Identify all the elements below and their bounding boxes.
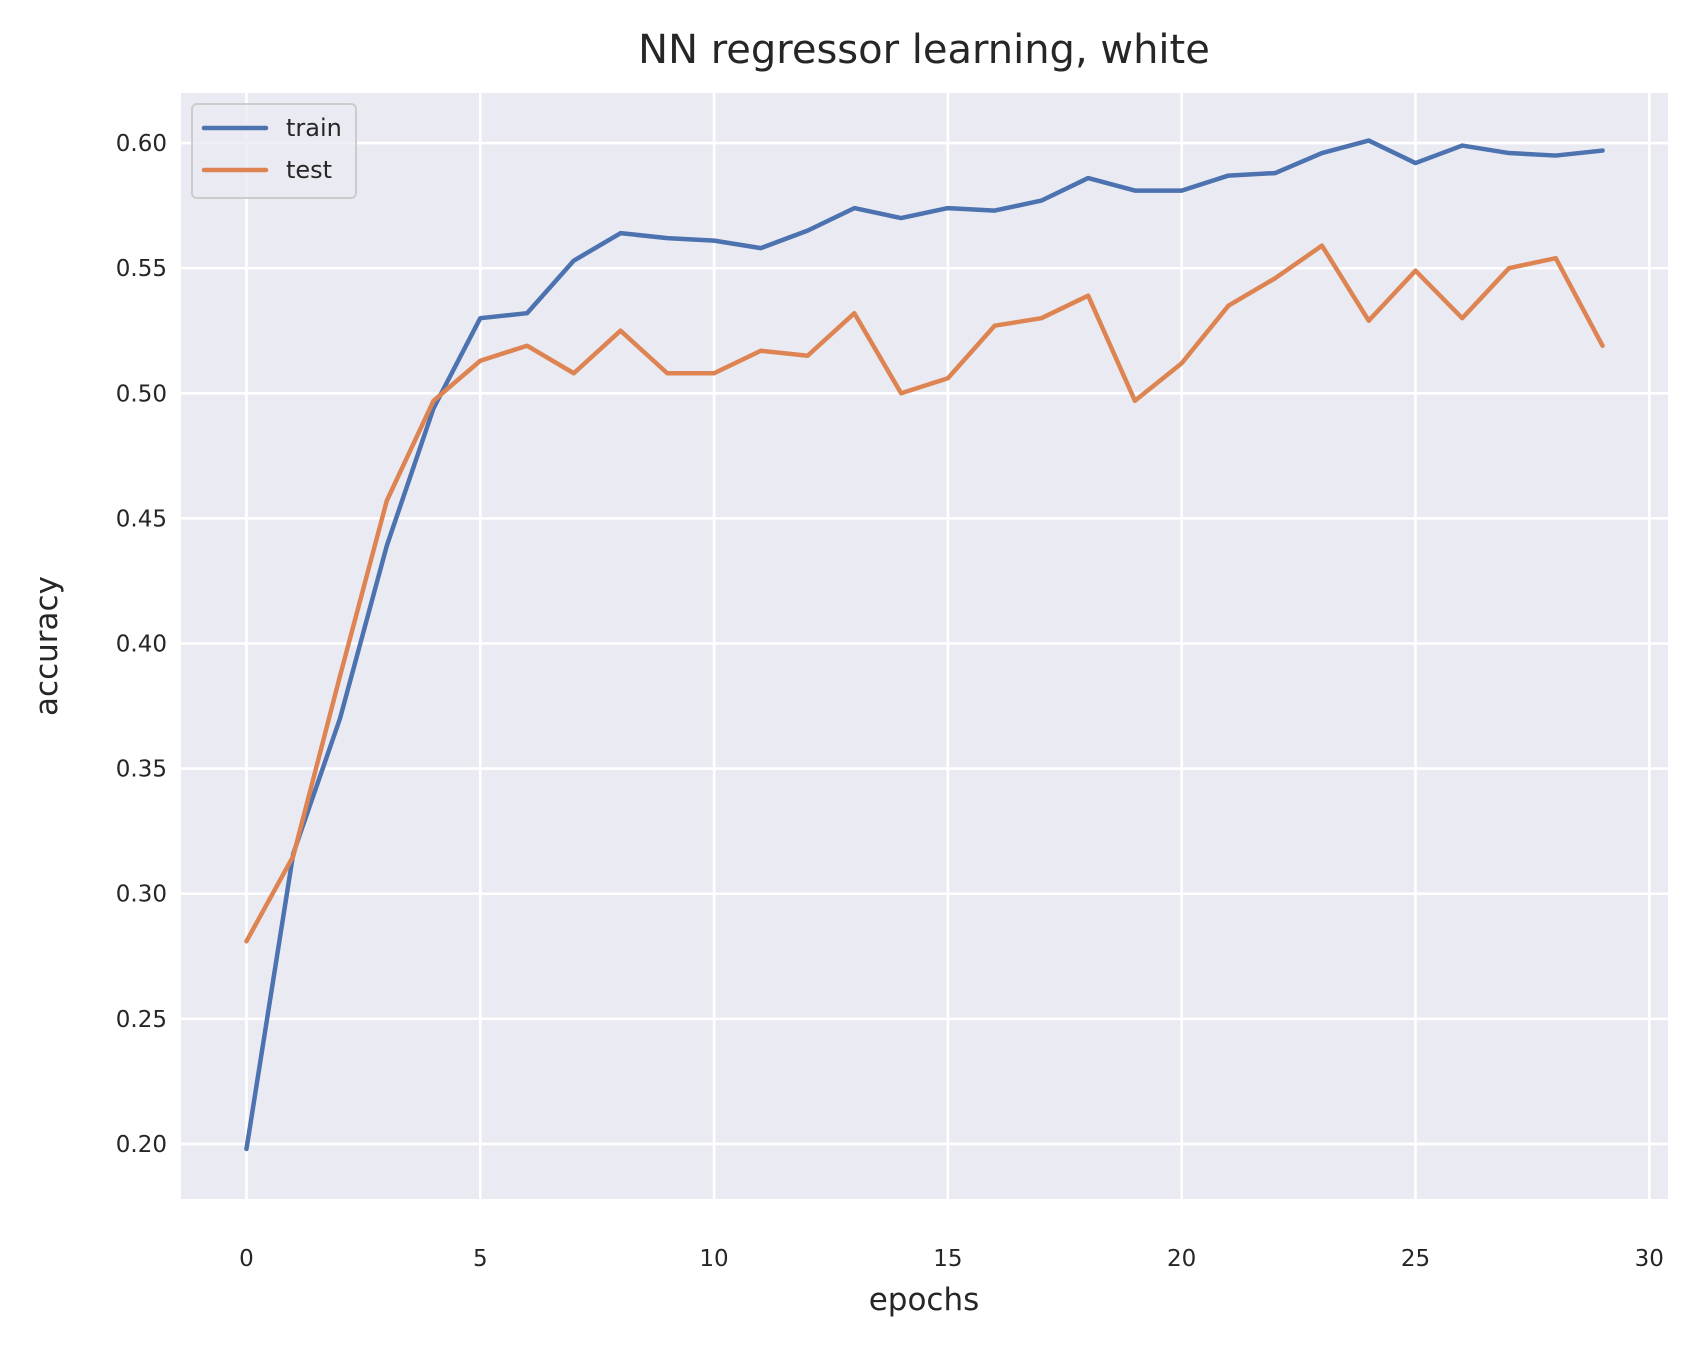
y-tick-label: 0.20 xyxy=(116,1132,167,1158)
y-tick-label: 0.30 xyxy=(116,882,167,908)
legend-label-test: test xyxy=(286,156,332,184)
series-line-train xyxy=(244,138,1605,1152)
x-tick-label: 5 xyxy=(473,1246,488,1272)
legend-label-train: train xyxy=(286,114,342,142)
x-tick-labels: 0 5 10 15 20 25 30 xyxy=(239,1246,1664,1272)
x-axis-label: epochs xyxy=(869,1282,980,1318)
y-tick-label: 0.45 xyxy=(116,506,167,532)
series-layer xyxy=(244,138,1605,1152)
x-tick-label: 0 xyxy=(239,1246,254,1272)
x-gridlines xyxy=(245,93,1651,1199)
x-tick-label: 15 xyxy=(933,1246,962,1272)
y-gridlines xyxy=(181,141,1668,1146)
y-tick-label: 0.50 xyxy=(116,381,167,407)
y-tick-label: 0.55 xyxy=(116,256,167,282)
y-tick-label: 0.35 xyxy=(116,757,167,783)
plot-background xyxy=(181,93,1668,1199)
y-tick-label: 0.40 xyxy=(116,631,167,657)
x-tick-label: 20 xyxy=(1167,1246,1196,1272)
x-tick-label: 30 xyxy=(1635,1246,1664,1272)
chart-title: NN regressor learning, white xyxy=(638,27,1210,73)
series-line-test xyxy=(244,243,1605,944)
y-tick-label: 0.25 xyxy=(116,1007,167,1033)
y-tick-label: 0.60 xyxy=(116,131,167,157)
x-tick-label: 10 xyxy=(699,1246,728,1272)
x-tick-label: 25 xyxy=(1401,1246,1430,1272)
y-tick-labels: 0.20 0.25 0.30 0.35 0.40 0.45 0.50 0.55 0.60 xyxy=(116,131,167,1158)
legend: train test xyxy=(191,103,357,199)
y-axis-label: accuracy xyxy=(29,576,65,716)
